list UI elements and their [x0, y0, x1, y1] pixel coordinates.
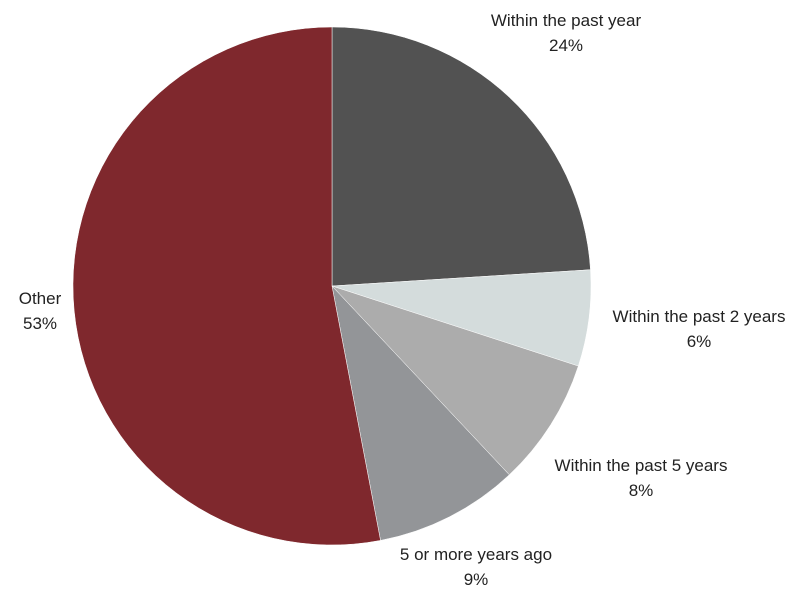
pie-slice-within-the-past-5-years — [331, 285, 579, 476]
slice-value-label: 6% — [687, 332, 712, 351]
pie-slice-other — [72, 26, 381, 546]
slice-value-label: 24% — [549, 36, 583, 55]
slice-label: 5 or more years ago — [400, 545, 552, 564]
pie-slices — [72, 26, 592, 546]
slice-label: Other — [19, 289, 62, 308]
slice-label: Within the past 5 years — [555, 456, 728, 475]
pie-slice-within-the-past-year — [331, 26, 591, 287]
pie-labels: Within the past year 24% Within the past 2… — [19, 11, 786, 589]
slice-label: Within the past year — [491, 11, 642, 30]
slice-value-label: 9% — [464, 570, 489, 589]
slice-value-label: 8% — [629, 481, 654, 500]
slice-value-label: 53% — [23, 314, 57, 333]
pie-slice-5-or-more-years-ago — [331, 285, 510, 541]
slice-label: Within the past 2 years — [613, 307, 786, 326]
